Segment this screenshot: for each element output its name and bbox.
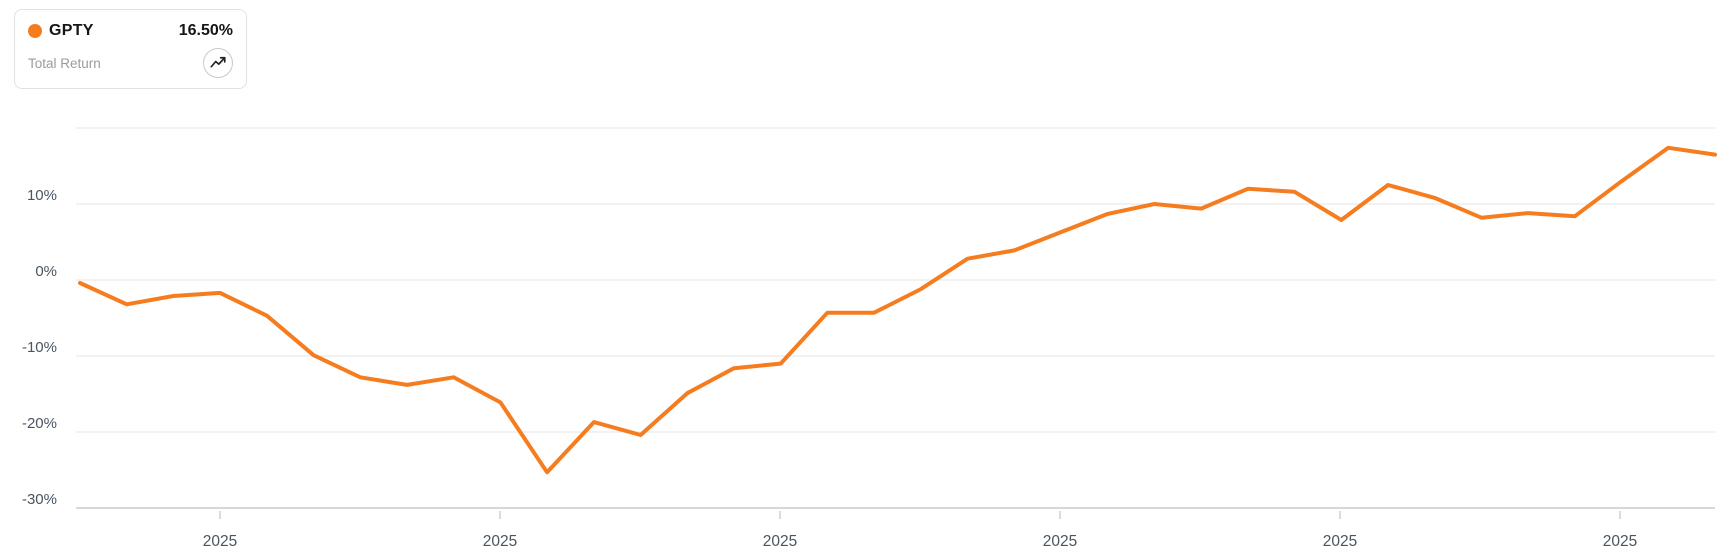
y-axis-label: -30% — [22, 491, 57, 508]
y-axis-label: -20% — [22, 415, 57, 432]
y-axis-label: -10% — [22, 339, 57, 356]
legend-sub-row: Total Return — [28, 48, 233, 78]
y-axis-label: 0% — [35, 263, 57, 280]
metric-label: Total Return — [28, 55, 101, 71]
series-symbol: GPTY — [49, 22, 94, 39]
x-axis-label: 2025 — [1043, 533, 1077, 550]
legend-header-row: GPTY 16.50% — [28, 22, 233, 40]
trending-up-icon — [209, 54, 227, 72]
total-return-series-line — [78, 145, 1717, 475]
legend-card: GPTY 16.50% Total Return — [14, 9, 247, 89]
x-axis-label: 2025 — [763, 533, 797, 550]
y-axis-label: 10% — [27, 187, 57, 204]
trending-up-button[interactable] — [203, 48, 233, 78]
x-axis-label: 2025 — [1323, 533, 1357, 550]
x-axis-label: 2025 — [483, 533, 517, 550]
x-axis-label: 2025 — [203, 533, 237, 550]
x-axis-label: 2025 — [1603, 533, 1637, 550]
series-return-value: 16.50% — [178, 22, 233, 39]
series-color-dot-icon — [28, 24, 42, 38]
